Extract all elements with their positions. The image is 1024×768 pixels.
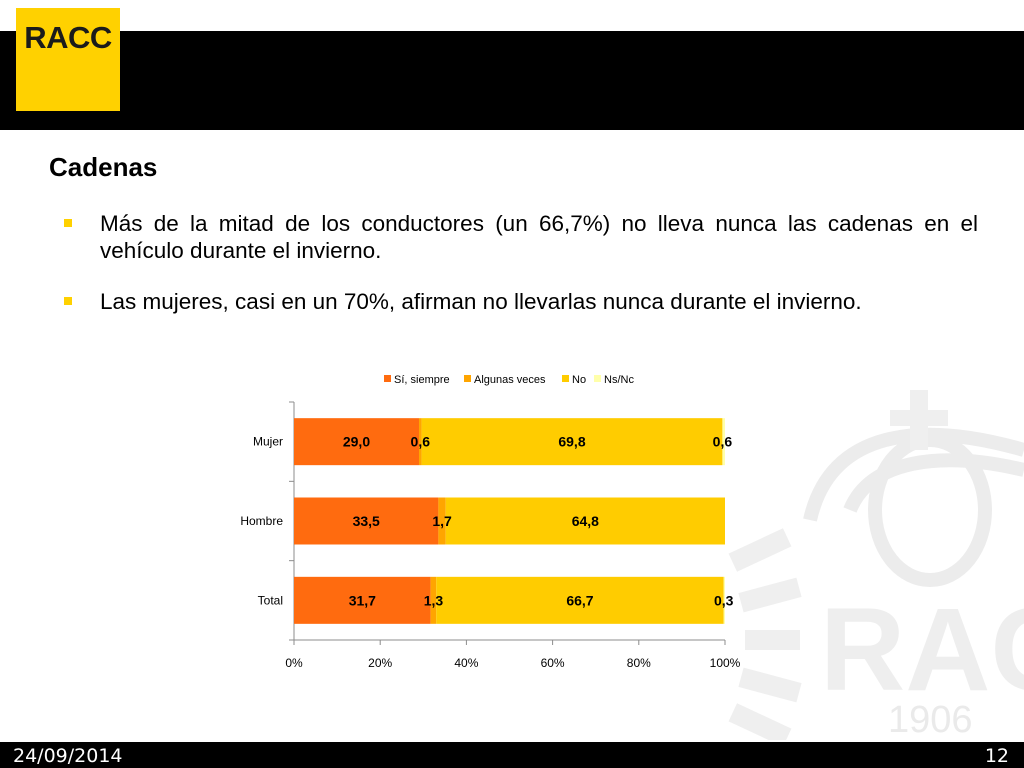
data-label: 69,8 — [558, 434, 585, 450]
bar-segment — [722, 418, 725, 466]
x-tick-label: 0% — [285, 656, 303, 670]
legend-swatch — [464, 375, 471, 382]
data-label: 33,5 — [353, 513, 380, 529]
category-label: Mujer — [253, 435, 283, 449]
x-tick-label: 80% — [627, 656, 651, 670]
data-label: 29,0 — [343, 434, 370, 450]
slide-title: Cadenas — [49, 152, 158, 182]
x-tick-label: 40% — [454, 656, 478, 670]
bullet-text: Las mujeres, casi en un 70%, afirman no … — [100, 289, 862, 314]
bullet-text: Más de la mitad de los conductores (un 6… — [100, 211, 978, 263]
legend-label: Ns/Nc — [604, 374, 634, 386]
bar-segment — [418, 418, 422, 466]
x-tick-label: 20% — [368, 656, 392, 670]
bar-segment — [430, 576, 437, 624]
legend-label: Algunas veces — [474, 374, 546, 386]
category-label: Total — [258, 593, 283, 607]
data-label: 0,6 — [713, 434, 733, 450]
legend-label: Sí, siempre — [394, 374, 450, 386]
header-bar — [0, 31, 1024, 130]
bar-segment — [294, 576, 431, 624]
watermark-emblem: RACC 1906 — [728, 390, 1024, 740]
bullet-point: Más de la mitad de los conductores (un 6… — [64, 210, 978, 264]
bar-segment — [436, 576, 724, 624]
bullet-square-icon — [64, 219, 72, 227]
bar-segment — [723, 576, 725, 624]
stacked-bar-chart: 0% 20% 40% 60% 80% 100% Mujer 29,0 0,6 69,8 0,6 Hom… — [240, 374, 741, 670]
bar-segment — [294, 497, 439, 545]
data-label: 0,3 — [714, 592, 734, 608]
legend-label: No — [572, 374, 586, 386]
data-label: 1,7 — [432, 513, 452, 529]
bullet-square-icon — [64, 297, 72, 305]
footer-date: 24/09/2014 — [13, 745, 123, 767]
bar-segment — [294, 418, 419, 466]
logo-text: RACC — [24, 20, 112, 55]
racc-logo: RACC — [16, 8, 120, 111]
data-label: 64,8 — [572, 513, 599, 529]
bullet-point: Las mujeres, casi en un 70%, afirman no … — [64, 288, 978, 315]
data-label: 66,7 — [566, 592, 593, 608]
bar-segment — [421, 418, 723, 466]
legend-swatch — [594, 375, 601, 382]
watermark-year: 1906 — [888, 699, 973, 740]
footer-bar: 24/09/2014 12 — [0, 742, 1024, 768]
x-tick-label: 60% — [541, 656, 565, 670]
watermark-text: RACC — [820, 584, 1024, 716]
x-tick-label: 100% — [710, 656, 741, 670]
bar-segment — [438, 497, 446, 545]
data-label: 1,3 — [424, 592, 444, 608]
data-label: 31,7 — [349, 592, 376, 608]
page-number: 12 — [984, 745, 1009, 767]
legend-swatch — [562, 375, 569, 382]
data-label: 0,6 — [411, 434, 431, 450]
category-label: Hombre — [240, 514, 283, 528]
bar-segment — [445, 497, 725, 545]
legend-swatch — [384, 375, 391, 382]
